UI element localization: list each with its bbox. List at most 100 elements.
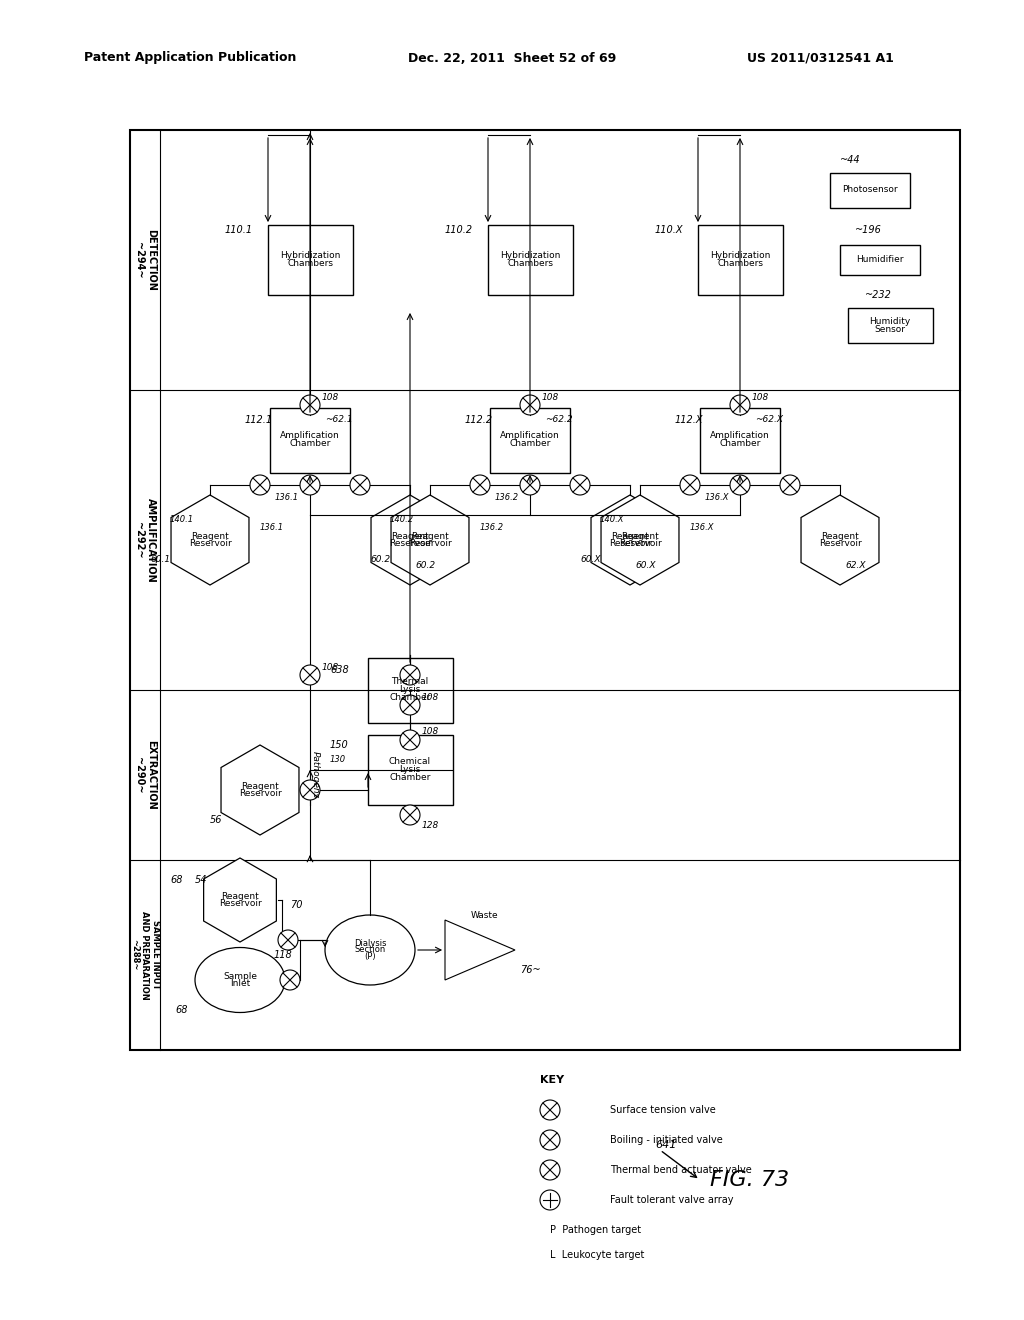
Polygon shape [204, 858, 276, 942]
Circle shape [280, 970, 300, 990]
Text: 136.1: 136.1 [275, 492, 299, 502]
Text: Photosensor: Photosensor [842, 186, 898, 194]
Text: 60.1: 60.1 [150, 556, 170, 565]
Text: FIG. 73: FIG. 73 [711, 1170, 790, 1191]
Text: 638: 638 [330, 665, 349, 675]
Text: Patent Application Publication: Patent Application Publication [84, 51, 296, 65]
Polygon shape [371, 495, 449, 585]
Circle shape [350, 475, 370, 495]
Text: 140.X: 140.X [600, 516, 625, 524]
Text: Thermal: Thermal [391, 677, 429, 686]
Circle shape [570, 475, 590, 495]
Circle shape [300, 780, 319, 800]
Text: ~62.2: ~62.2 [545, 416, 572, 425]
Text: 60.2: 60.2 [370, 556, 390, 565]
Text: Amplification: Amplification [281, 432, 340, 441]
Text: 108: 108 [542, 392, 559, 401]
Text: Sample: Sample [223, 972, 257, 981]
Text: 108: 108 [322, 663, 339, 672]
Text: Reagent: Reagent [821, 532, 859, 541]
Bar [267, 224, 352, 294]
Text: 60.X: 60.X [635, 561, 655, 569]
Polygon shape [801, 495, 879, 585]
Text: Humidity: Humidity [869, 317, 910, 326]
Text: 150: 150 [330, 741, 349, 750]
Text: Hybridization: Hybridization [500, 252, 560, 260]
Circle shape [400, 665, 420, 685]
Text: Chamber: Chamber [290, 440, 331, 449]
Text: Sensor: Sensor [874, 325, 905, 334]
Text: ~44: ~44 [840, 154, 860, 165]
Text: 108: 108 [422, 727, 439, 737]
Polygon shape [221, 744, 299, 836]
Polygon shape [391, 495, 469, 585]
Text: Reservoir: Reservoir [219, 899, 261, 908]
Text: Amplification: Amplification [500, 432, 560, 441]
Text: Section: Section [354, 945, 386, 954]
Text: Fault tolerant valve array: Fault tolerant valve array [610, 1195, 733, 1205]
Text: 110.2: 110.2 [445, 224, 473, 235]
Text: Reagent: Reagent [622, 532, 658, 541]
Polygon shape [601, 495, 679, 585]
Bar [490, 408, 570, 473]
Text: 60.X: 60.X [580, 556, 600, 565]
Text: Chamber: Chamber [719, 440, 761, 449]
Bar [130, 129, 961, 1049]
Circle shape [300, 665, 319, 685]
Bar [848, 308, 933, 342]
Bar [840, 246, 920, 275]
Bar [368, 657, 453, 722]
Text: 140.1: 140.1 [170, 516, 195, 524]
Text: Thermal bend actuator valve: Thermal bend actuator valve [610, 1166, 752, 1175]
Text: P  Pathogen target: P Pathogen target [550, 1225, 641, 1236]
Circle shape [250, 475, 270, 495]
Text: 62.X: 62.X [845, 561, 865, 569]
Bar [830, 173, 910, 207]
Text: Pathogens: Pathogens [310, 751, 319, 799]
Text: 128: 128 [422, 821, 439, 829]
Text: Reservoir: Reservoir [389, 540, 431, 548]
Circle shape [520, 475, 540, 495]
Text: 70: 70 [290, 900, 302, 909]
Text: DETECTION
~294~: DETECTION ~294~ [134, 230, 156, 290]
Circle shape [278, 931, 298, 950]
Text: ~62.1: ~62.1 [325, 416, 352, 425]
Text: Chamber: Chamber [389, 693, 431, 702]
Text: Humidifier: Humidifier [856, 256, 904, 264]
Text: 136.X: 136.X [705, 492, 729, 502]
Circle shape [400, 696, 420, 715]
Text: Chambers: Chambers [717, 260, 763, 268]
Polygon shape [591, 495, 669, 585]
Text: Reagent: Reagent [241, 781, 279, 791]
Polygon shape [171, 495, 249, 585]
Text: Reservoir: Reservoir [618, 540, 662, 548]
Text: Amplification: Amplification [710, 432, 770, 441]
Bar [487, 224, 572, 294]
Text: AMPLIFICATION
~292~: AMPLIFICATION ~292~ [134, 498, 156, 582]
Text: 136.X: 136.X [690, 523, 715, 532]
Text: Waste: Waste [471, 911, 499, 920]
Text: 110.X: 110.X [655, 224, 683, 235]
Text: Reagent: Reagent [191, 532, 229, 541]
Text: Reservoir: Reservoir [239, 789, 282, 799]
Text: Dec. 22, 2011  Sheet 52 of 69: Dec. 22, 2011 Sheet 52 of 69 [408, 51, 616, 65]
Bar [697, 224, 782, 294]
Text: 136.1: 136.1 [260, 523, 284, 532]
Text: 76~: 76~ [520, 965, 541, 975]
Circle shape [520, 395, 540, 414]
Text: US 2011/0312541 A1: US 2011/0312541 A1 [746, 51, 893, 65]
Text: Chambers: Chambers [507, 260, 553, 268]
Text: SAMPLE INPUT
AND PREPARATION
~288~: SAMPLE INPUT AND PREPARATION ~288~ [130, 911, 160, 999]
Text: 60.2: 60.2 [415, 561, 435, 569]
Circle shape [540, 1160, 560, 1180]
Text: 130: 130 [330, 755, 346, 764]
Text: Reagent: Reagent [221, 892, 259, 900]
Text: Surface tension valve: Surface tension valve [610, 1105, 716, 1115]
Text: Reservoir: Reservoir [608, 540, 651, 548]
Text: ~62.X: ~62.X [755, 416, 783, 425]
Text: 54: 54 [195, 875, 208, 884]
Text: Boiling - initiated valve: Boiling - initiated valve [610, 1135, 723, 1144]
Text: Lysis: Lysis [399, 766, 421, 775]
Text: ~196: ~196 [855, 224, 882, 235]
Text: 112.1: 112.1 [245, 414, 273, 425]
